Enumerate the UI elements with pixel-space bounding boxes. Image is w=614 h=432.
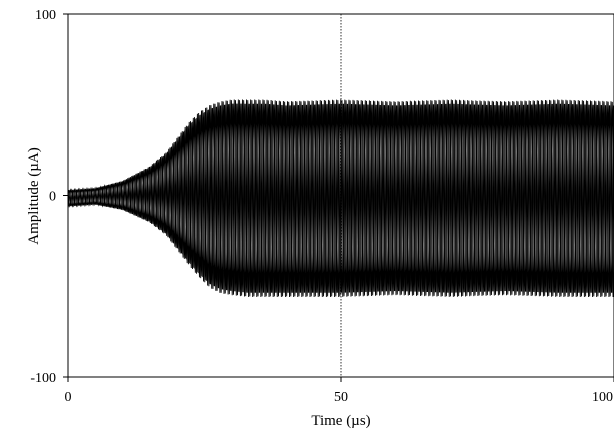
x-axis-title: Time (µs)	[311, 413, 370, 429]
x-tick-label: 0	[65, 390, 72, 405]
y-axis: -100 0 100	[30, 8, 68, 386]
y-tick-label: 100	[35, 8, 56, 23]
x-tick-label: 50	[334, 390, 348, 405]
waveform-series	[67, 99, 614, 297]
waveform-trace	[67, 99, 614, 297]
y-tick-label: 0	[49, 190, 56, 205]
x-tick-label: 100	[592, 390, 613, 405]
y-tick-label: -100	[30, 371, 56, 386]
x-axis: 0 50 100	[65, 377, 614, 405]
y-axis-title: Amplitude (µA)	[26, 147, 42, 244]
